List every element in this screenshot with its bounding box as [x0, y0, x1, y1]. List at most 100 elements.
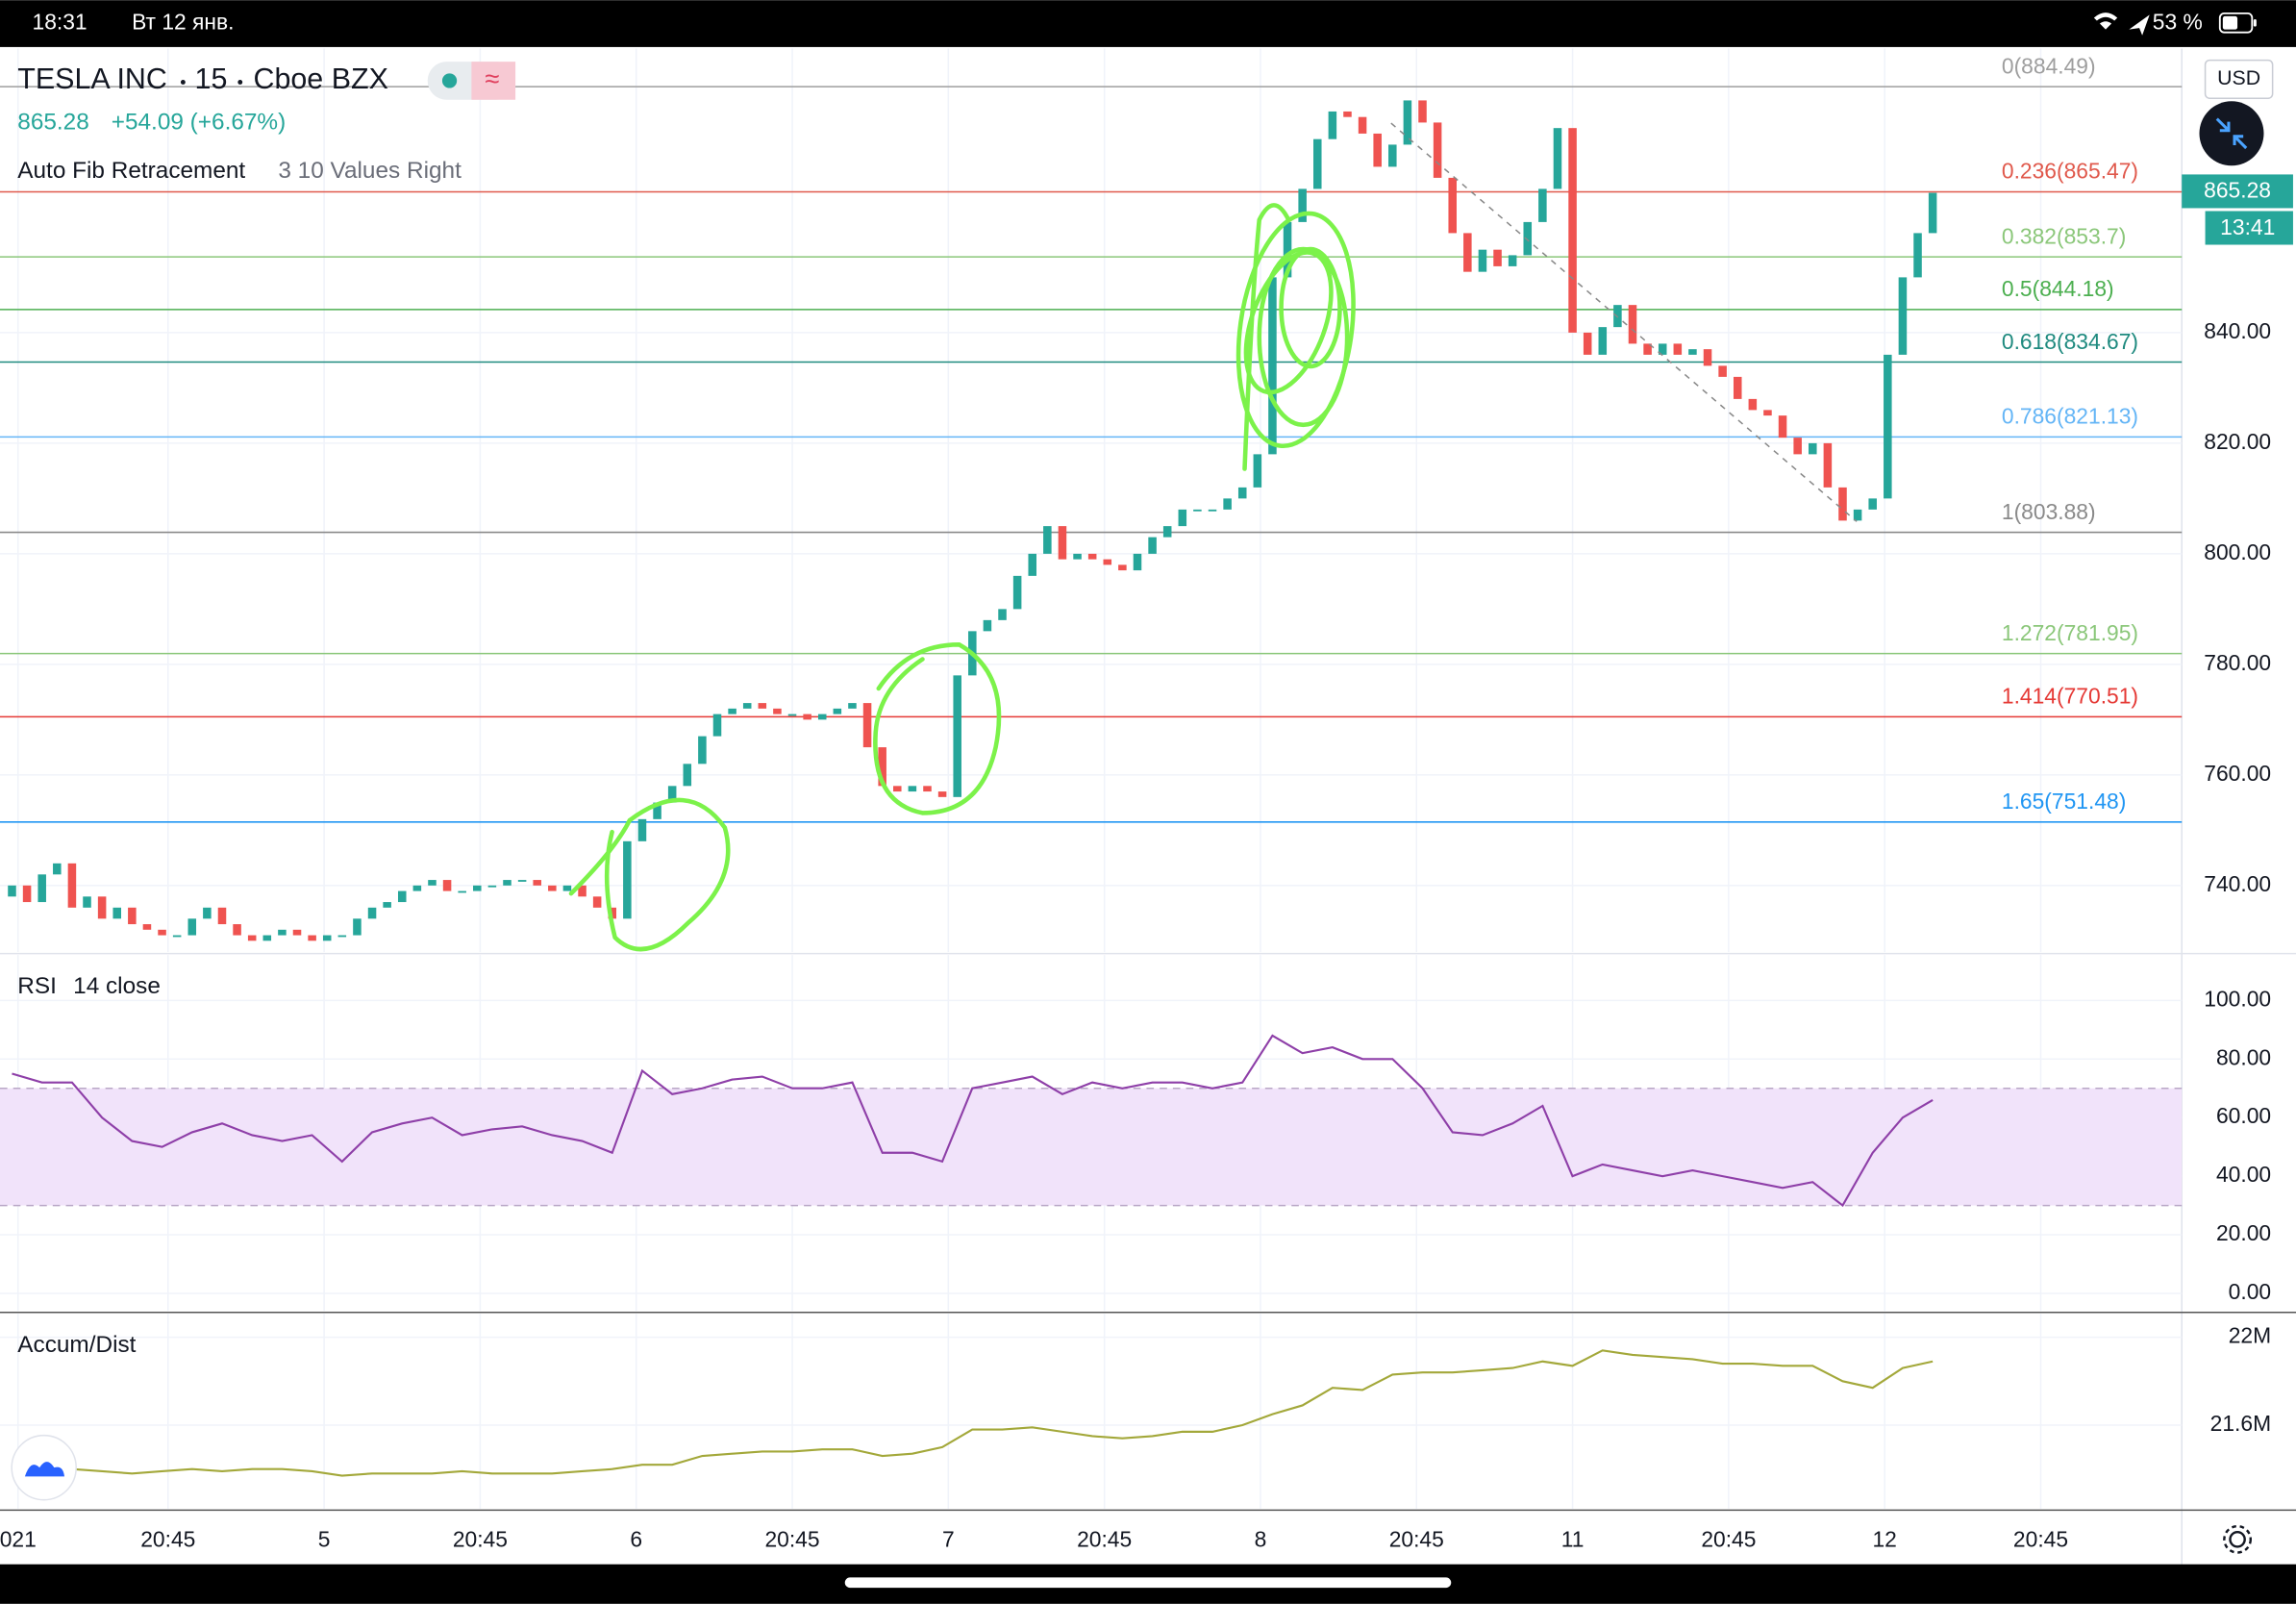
candle-body [862, 703, 872, 748]
x-tick-label: 20:45 [1077, 1526, 1132, 1551]
x-tick-label: 20:45 [764, 1526, 819, 1551]
candle-body [998, 609, 1007, 620]
candle-body [608, 907, 617, 919]
exchange: Cboe BZX [253, 63, 387, 95]
candle-body [953, 675, 961, 797]
indicator-params: 3 10 Values Right [278, 158, 462, 184]
interval[interactable]: 15 [195, 63, 228, 95]
candle-body [742, 703, 752, 709]
tradingview-logo[interactable] [11, 1434, 77, 1501]
status-icons [2093, 12, 2257, 36]
candle-body [1763, 410, 1772, 416]
home-indicator[interactable] [844, 1577, 1452, 1589]
candle-body [128, 907, 137, 925]
candle-body [1358, 116, 1367, 134]
x-tick-label: 8 [1255, 1526, 1267, 1551]
candle-body [848, 703, 857, 709]
candle-body [548, 885, 557, 891]
candle-body [712, 714, 722, 737]
candle-body [533, 880, 541, 886]
candle-body [442, 880, 452, 891]
panel-params: 14 close [73, 973, 161, 999]
x-tick-label: 6 [630, 1526, 642, 1551]
panel-title: Accum/Dist [17, 1332, 136, 1358]
fib-level-label: 0(884.49) [2002, 53, 2096, 78]
collapse-button[interactable] [2199, 101, 2264, 166]
indicator-line [12, 1349, 1934, 1477]
rsi-band [0, 1088, 2183, 1206]
candle-body [1913, 233, 1922, 278]
candle-body [1343, 111, 1352, 117]
currency-button[interactable] [2204, 59, 2274, 99]
candle-body [1073, 553, 1082, 560]
candle-body [67, 863, 77, 908]
y-tick-label: 820.00 [2204, 429, 2271, 454]
candle-body [683, 764, 692, 787]
separator-dot [180, 80, 186, 85]
candle-body [698, 736, 707, 764]
candle-body [473, 885, 482, 891]
symbol-name[interactable]: TESLA INC [17, 63, 167, 95]
candle-body [1598, 327, 1608, 355]
candle-body [158, 929, 166, 936]
candle-body [773, 708, 782, 714]
candle-body [1778, 415, 1787, 439]
candle-body [233, 924, 241, 936]
status-bar [0, 0, 2296, 47]
accum-dist-panel: Accum/Dist [12, 1332, 1934, 1477]
candle-body [1628, 305, 1637, 344]
candle-body [1223, 498, 1232, 510]
settings-button[interactable] [2223, 1524, 2253, 1554]
candle-body [1658, 343, 1667, 355]
candle-body [1043, 526, 1052, 554]
candle-body [1373, 133, 1382, 167]
status-pill[interactable]: ≈ [427, 62, 516, 100]
candle-body [83, 896, 91, 908]
candle-body [1118, 564, 1127, 571]
candle-body [1313, 138, 1322, 189]
candle-body [623, 840, 632, 919]
candle-body [1703, 349, 1712, 366]
candle-body [8, 885, 16, 897]
candle-body [728, 708, 736, 714]
y-tick-label: 21.6M [2210, 1411, 2271, 1436]
candle-body [1463, 233, 1472, 272]
y-tick-label: 80.00 [2216, 1044, 2271, 1069]
currency: USD [2217, 66, 2260, 89]
candle-body [1103, 559, 1112, 565]
candles [8, 100, 1937, 941]
candle-body [1553, 128, 1562, 189]
candle-body [97, 896, 107, 919]
candle-body [1823, 442, 1833, 488]
hand-drawings [568, 203, 1356, 952]
candle-body [923, 786, 932, 792]
candle-body [22, 885, 32, 903]
candle-body [653, 802, 661, 819]
indicator-name[interactable]: Auto Fib Retracement [17, 158, 245, 184]
candle-body [1583, 332, 1592, 355]
candle-body [592, 896, 602, 908]
candle-body [187, 918, 197, 936]
candle-body [112, 907, 121, 919]
candle-body [412, 885, 422, 891]
candle-body [1838, 487, 1847, 521]
candle-body [353, 918, 362, 936]
y-tick-label: 0.00 [2229, 1279, 2271, 1304]
candle-body [1478, 249, 1487, 272]
candle-body [1508, 255, 1517, 266]
candle-body [1884, 354, 1892, 499]
candle-body [1448, 177, 1457, 234]
price-badge-text: 865.28 [2204, 178, 2271, 203]
candle-body [1058, 526, 1067, 560]
countdown: 13:41 [2220, 214, 2275, 239]
candle-body [1853, 509, 1862, 521]
candle-body [758, 703, 767, 709]
y-tick-label: 780.00 [2204, 650, 2271, 675]
candle-body [787, 714, 797, 716]
x-tick-label: 20:45 [1701, 1526, 1756, 1551]
candle-body [1403, 100, 1412, 145]
candle-body [367, 907, 377, 919]
candle-body [503, 880, 512, 886]
